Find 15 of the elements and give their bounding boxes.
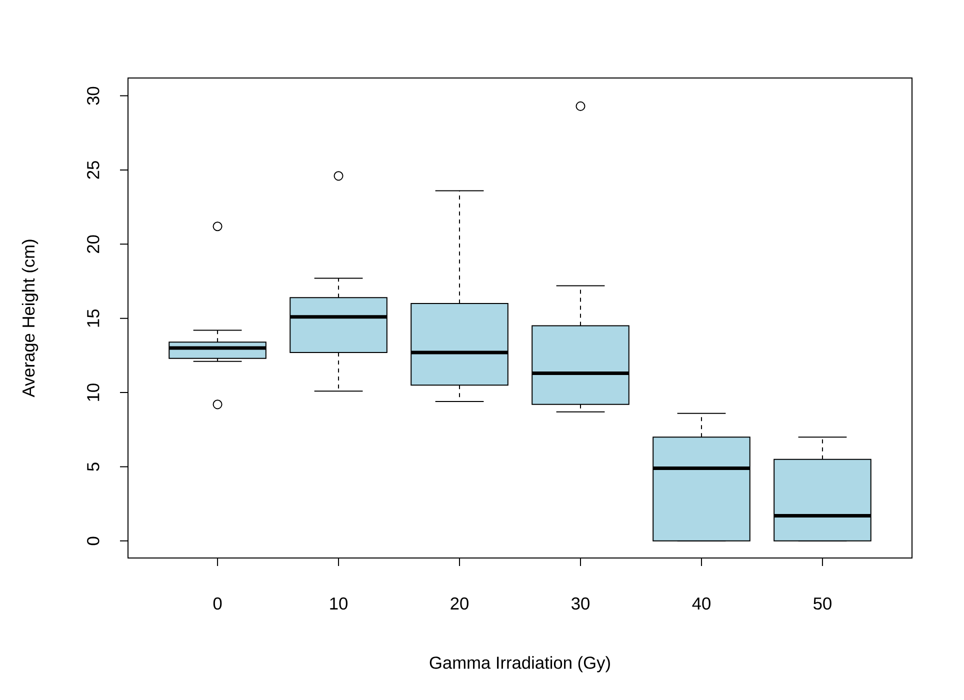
x-tick-label: 10 (330, 597, 348, 610)
y-tick-label: 5 (87, 462, 100, 471)
x-tick-label: 50 (814, 597, 832, 610)
x-axis-title: Gamma Irradiation (Gy) (430, 656, 610, 672)
y-tick-label: 10 (87, 384, 100, 401)
y-tick-label: 0 (87, 536, 100, 546)
y-axis-title: Average Height (cm) (22, 240, 38, 398)
y-tick-label: 20 (87, 235, 100, 253)
x-tick-label: 40 (692, 597, 710, 610)
x-tick-label: 20 (450, 597, 468, 610)
x-tick-label: 30 (572, 597, 590, 610)
y-tick-label: 30 (87, 86, 100, 105)
y-tick-label: 25 (87, 161, 100, 179)
y-tick-label: 15 (87, 309, 100, 327)
x-tick-label: 0 (213, 597, 222, 610)
